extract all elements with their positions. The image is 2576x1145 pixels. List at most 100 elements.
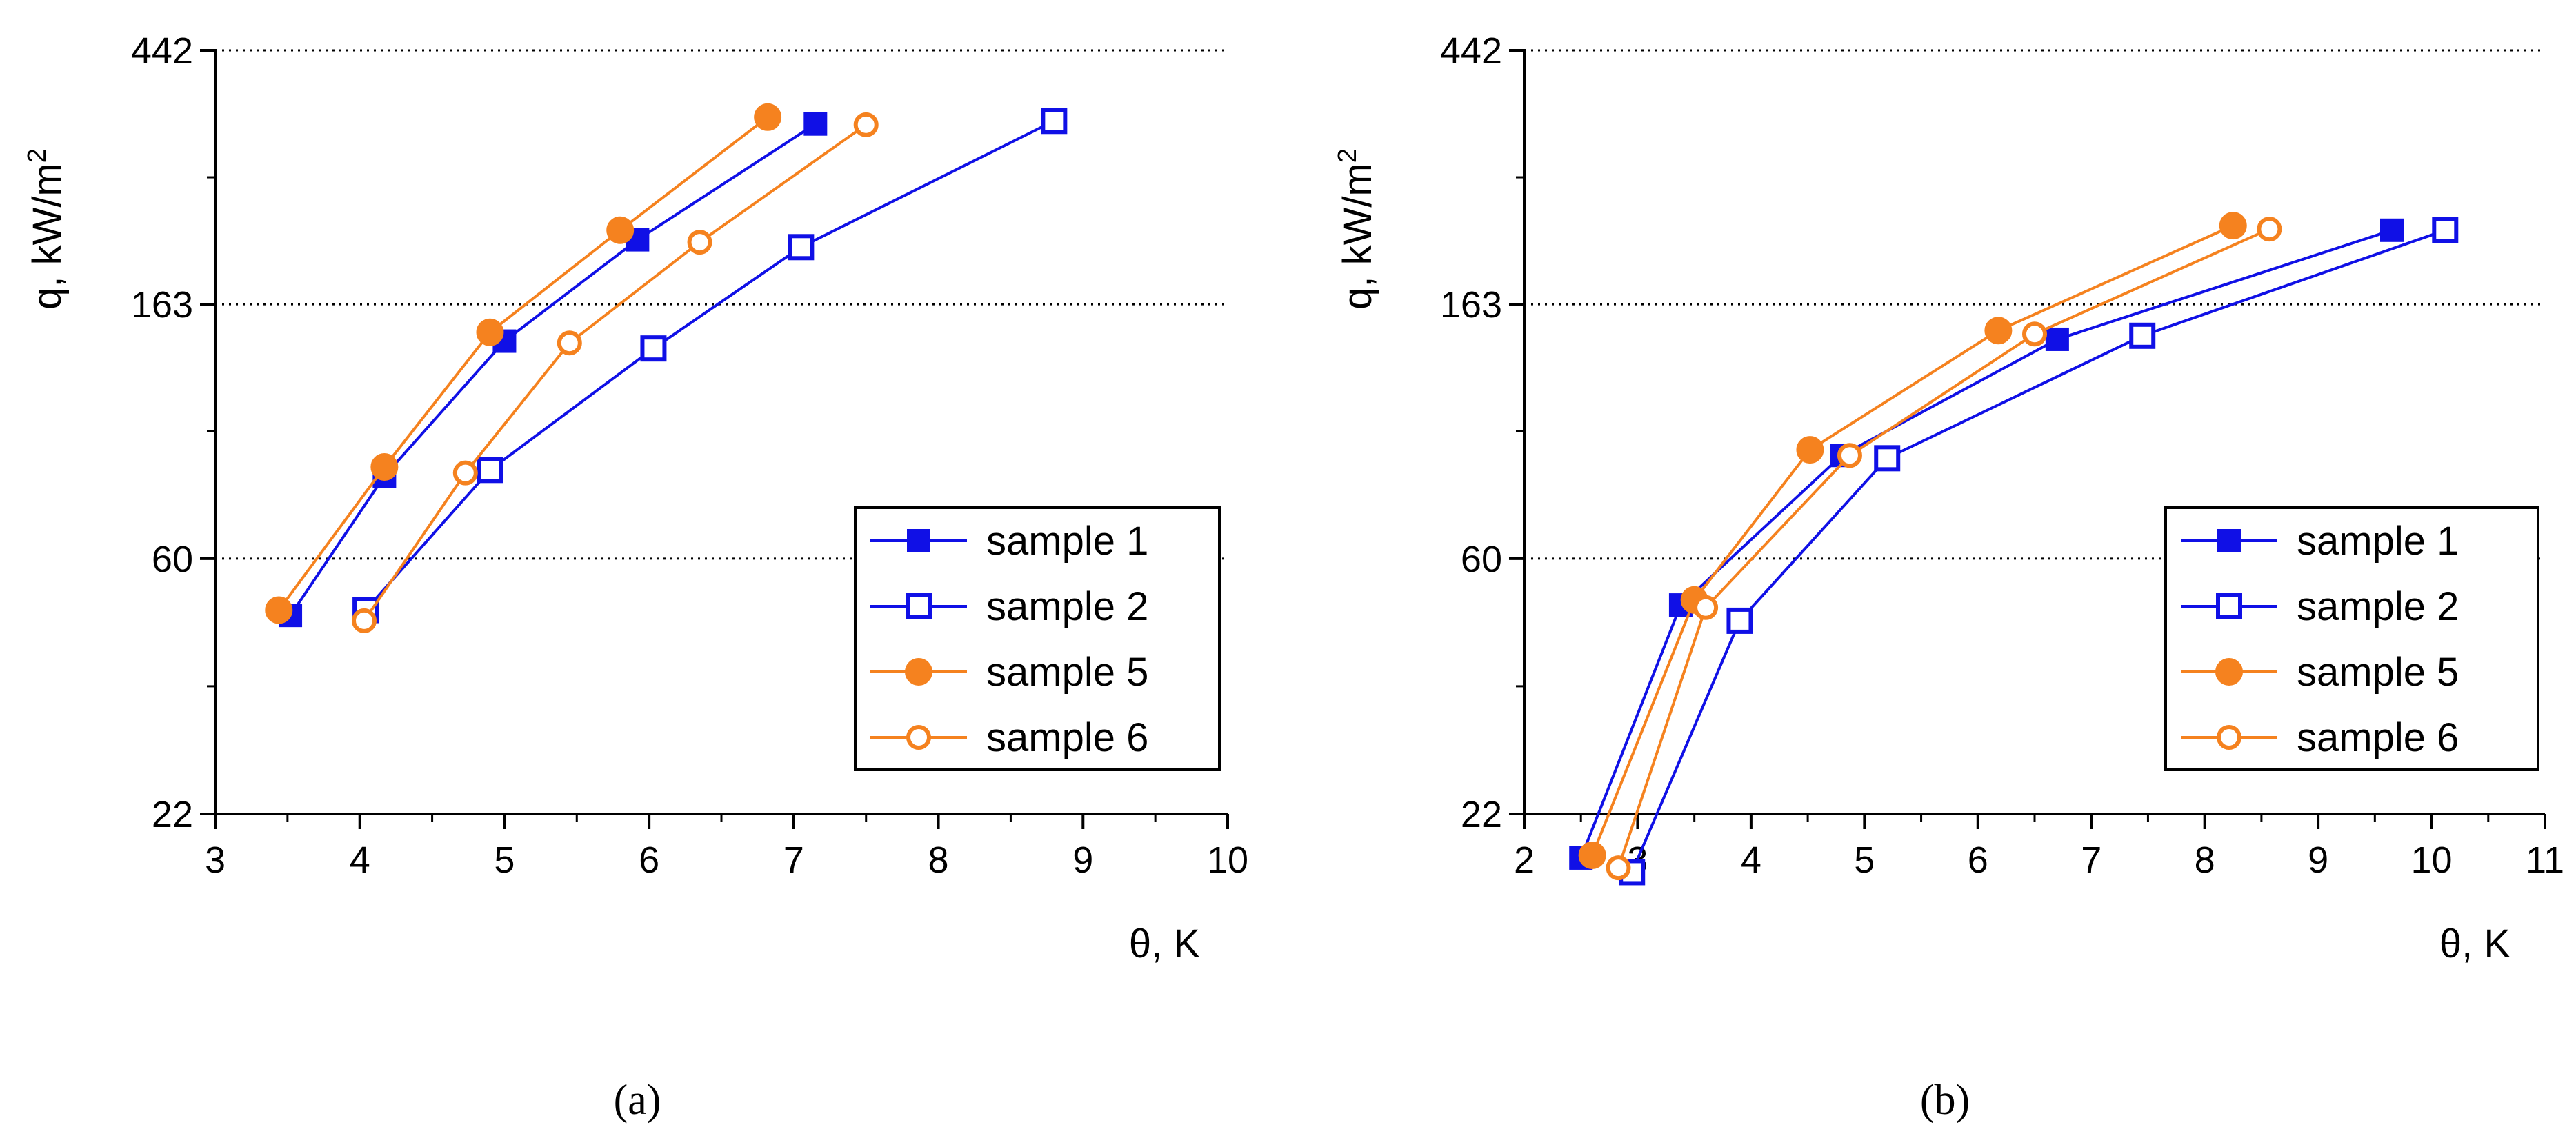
legend-label: sample 2 (2297, 584, 2459, 629)
data-point (803, 112, 828, 136)
data-point (477, 457, 503, 484)
x-tick-label: 4 (1741, 839, 1761, 881)
series-sample-2 (1619, 217, 2459, 886)
y-axis-label-text: q, kW/m (25, 163, 70, 310)
x-tick-label: 5 (1854, 839, 1875, 881)
data-point (754, 103, 782, 131)
legend-label: sample 1 (986, 519, 1148, 564)
legend-item: sample 2 (870, 584, 1148, 629)
data-point (640, 335, 667, 362)
data-point (1874, 445, 1901, 472)
y-axis-label: q, kW/m2 (1333, 148, 1380, 310)
data-point (853, 112, 879, 137)
y-axis-label-superscript: 2 (23, 148, 52, 163)
legend-item: sample 1 (870, 519, 1148, 564)
legend-marker (2215, 658, 2243, 686)
legend-item: sample 6 (2181, 715, 2459, 760)
legend: sample 1 sample 2 sample 5 sample 6 (854, 506, 1221, 771)
legend-label: sample 1 (2297, 519, 2459, 564)
y-tick-label: 163 (1440, 284, 1502, 326)
legend-label: sample 2 (986, 584, 1148, 629)
y-tick-label: 442 (1440, 30, 1502, 72)
x-tick-label: 5 (494, 839, 515, 881)
legend-label: sample 6 (2297, 715, 2459, 760)
legend-marker (907, 529, 930, 552)
x-tick-label: 7 (2081, 839, 2101, 881)
chart-a: 3 4 5 6 7 8 9 10 22 60 163 442 θ, K q, kW/m2 (a) sample… (23, 30, 1248, 1124)
series-line (363, 123, 867, 622)
data-point (1837, 443, 1862, 468)
legend-marker (2216, 593, 2242, 619)
series-sample-6 (352, 112, 879, 633)
x-tick-label: 4 (350, 839, 370, 881)
data-point (1726, 607, 1753, 634)
x-tick-label: 2 (1514, 839, 1535, 881)
y-tick-label: 22 (152, 794, 193, 835)
data-point (265, 596, 293, 624)
x-tick-label: 8 (928, 839, 949, 881)
legend-label: sample 6 (986, 715, 1148, 760)
x-tick-label: 6 (1968, 839, 1988, 881)
legend-marker (906, 725, 931, 750)
data-point (2129, 322, 2156, 349)
data-point (476, 318, 504, 346)
data-point (1796, 436, 1824, 464)
legend-item: sample 2 (2181, 584, 2459, 629)
data-point (606, 216, 635, 244)
data-point (452, 460, 478, 486)
series-line (289, 123, 817, 617)
series-line (277, 116, 769, 611)
legend: sample 1 sample 2 sample 5 sample 6 (2164, 506, 2539, 771)
x-tick-label: 9 (1072, 839, 1093, 881)
x-tick-label: 8 (2195, 839, 2215, 881)
legend-item: sample 5 (870, 650, 1148, 695)
x-tick-label: 10 (1207, 839, 1248, 881)
y-tick-label: 60 (1461, 539, 1502, 580)
data-point (2380, 218, 2404, 242)
x-axis-label: θ, K (1129, 922, 1200, 966)
data-point (2257, 217, 2282, 242)
y-tick-label: 163 (131, 284, 193, 326)
x-tick-label: 7 (783, 839, 804, 881)
panel-label: (b) (1920, 1077, 1970, 1124)
data-point (1041, 108, 1068, 135)
data-point (2022, 321, 2047, 347)
legend-item: sample 5 (2181, 650, 2459, 695)
y-axis-label-superscript: 2 (1333, 148, 1362, 163)
data-point (687, 230, 712, 255)
legend-item: sample 1 (2181, 519, 2459, 564)
series-sample-1 (279, 112, 828, 628)
legend-marker (2217, 725, 2241, 750)
legend-item: sample 6 (870, 715, 1148, 760)
series-line (1590, 224, 2234, 856)
legend-label: sample 5 (986, 650, 1148, 695)
legend-marker (905, 658, 932, 686)
y-tick-label: 442 (131, 30, 193, 72)
data-point (352, 608, 377, 633)
data-point (788, 234, 815, 261)
data-point (557, 330, 582, 356)
data-point (1606, 855, 1631, 881)
data-point (370, 452, 399, 481)
y-tick-label: 22 (1461, 794, 1502, 835)
data-point (2219, 212, 2247, 240)
y-axis-label-text: q, kW/m (1335, 163, 1380, 310)
y-axis-label: q, kW/m2 (23, 148, 70, 310)
data-point (1578, 841, 1606, 869)
y-tick-label: 60 (152, 539, 193, 580)
series-sample-6 (1606, 217, 2282, 881)
series-sample-5 (265, 103, 782, 624)
panel-label: (a) (614, 1077, 661, 1124)
x-tick-label: 3 (205, 839, 226, 881)
data-point (1984, 317, 2013, 345)
data-point (1693, 595, 1719, 620)
x-axis-label: θ, K (2439, 922, 2510, 966)
chart-b: 2345678910112260163442θ, Kq, kW/m2(b)sam… (1333, 30, 2564, 1124)
legend-marker (2217, 529, 2241, 552)
x-tick-label: 10 (2411, 839, 2453, 881)
legend-label: sample 5 (2297, 650, 2459, 695)
data-point (2432, 217, 2459, 243)
x-tick-label: 6 (639, 839, 659, 881)
data-point (2045, 327, 2069, 351)
